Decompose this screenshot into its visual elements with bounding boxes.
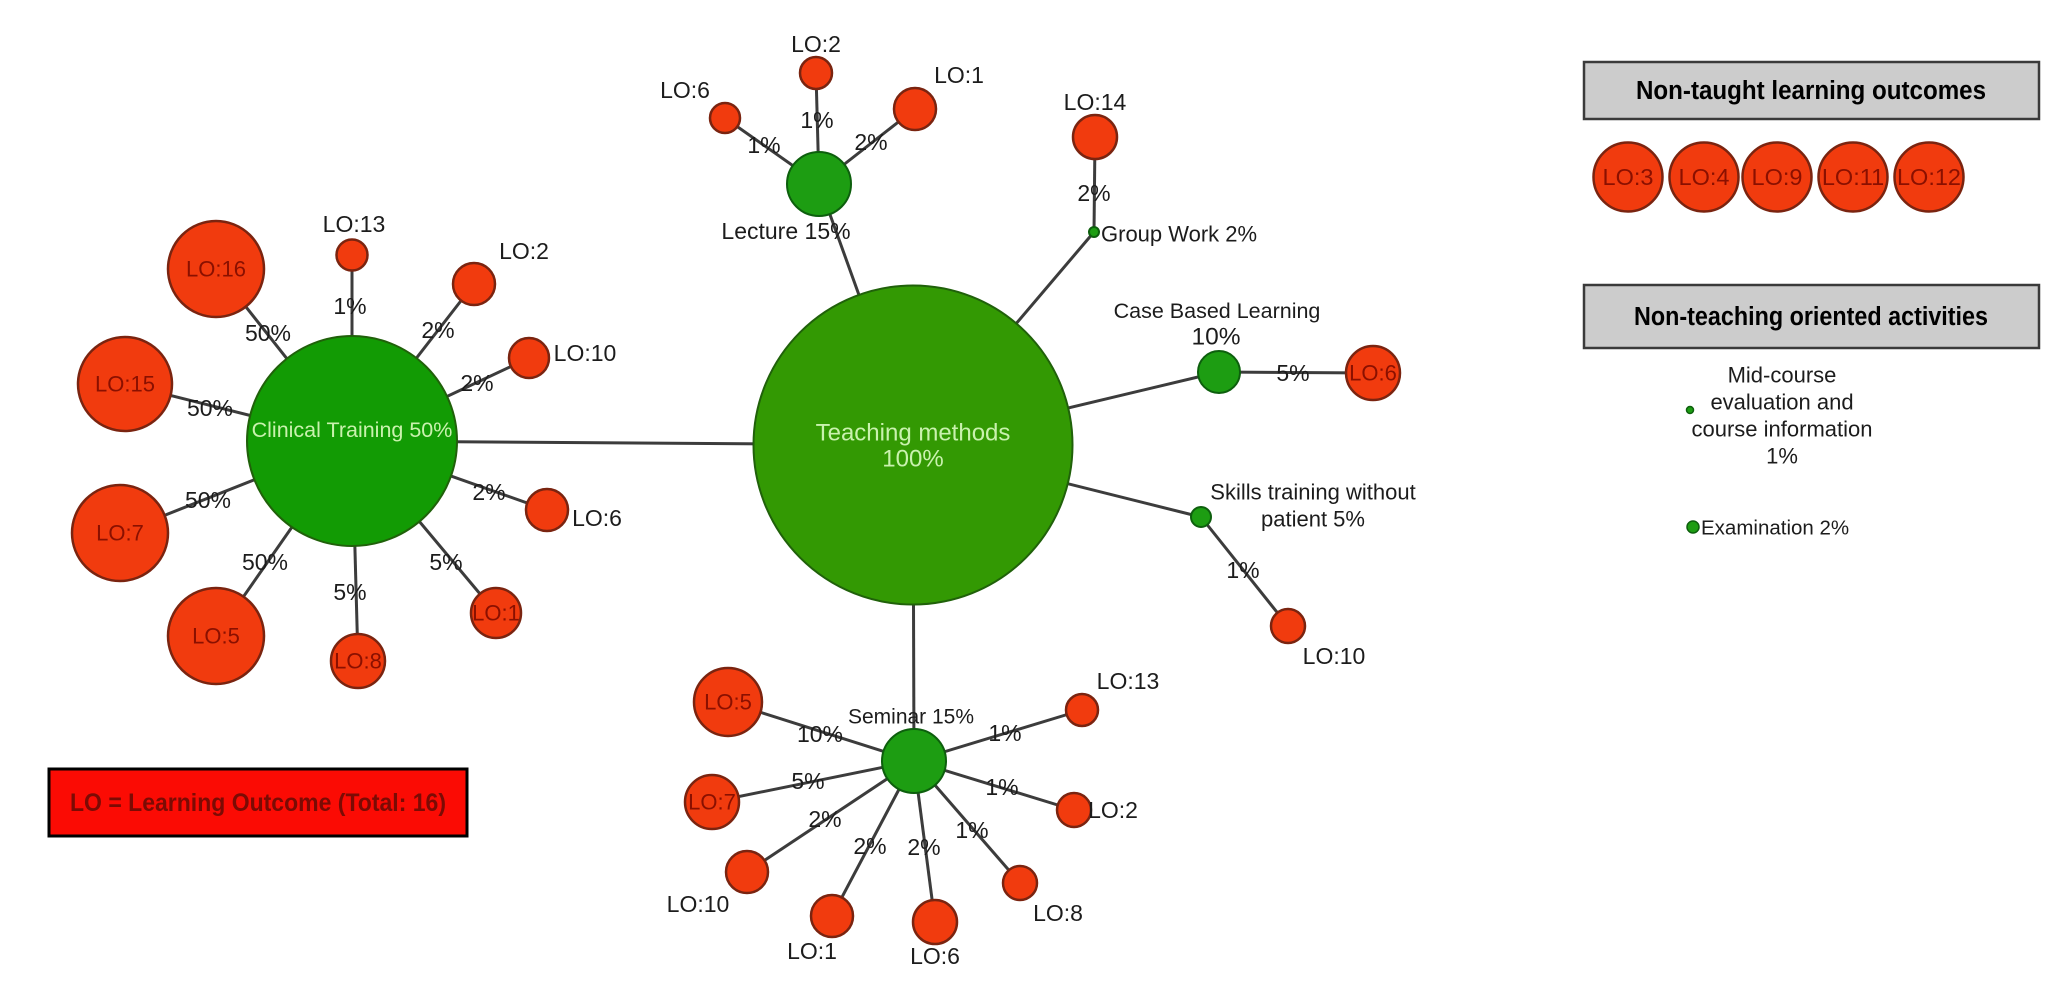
svg-text:5%: 5%: [333, 579, 366, 605]
svg-text:LO:14: LO:14: [1064, 89, 1127, 115]
svg-text:course information: course information: [1692, 417, 1873, 442]
svg-text:LO = Learning Outcome (Total:: LO = Learning Outcome (Total: 16): [70, 789, 446, 817]
svg-text:LO:10: LO:10: [554, 340, 617, 366]
svg-text:LO:2: LO:2: [499, 238, 549, 264]
svg-text:Seminar 15%: Seminar 15%: [848, 706, 974, 729]
svg-text:Examination 2%: Examination 2%: [1701, 517, 1849, 540]
svg-text:LO:11: LO:11: [1822, 164, 1884, 190]
svg-text:LO:15: LO:15: [95, 372, 155, 397]
svg-text:10%: 10%: [1191, 324, 1240, 351]
svg-text:2%: 2%: [854, 129, 887, 155]
svg-text:LO:3: LO:3: [1603, 164, 1654, 190]
svg-text:Skills training without: Skills training without: [1210, 480, 1415, 505]
svg-text:50%: 50%: [185, 487, 231, 513]
svg-text:2%: 2%: [460, 370, 493, 396]
svg-text:LO:13: LO:13: [323, 211, 386, 237]
svg-text:Mid-course: Mid-course: [1728, 363, 1837, 388]
svg-text:2%: 2%: [1077, 180, 1110, 206]
svg-text:2%: 2%: [472, 479, 505, 505]
svg-text:1%: 1%: [988, 720, 1021, 746]
svg-text:2%: 2%: [907, 834, 940, 860]
svg-text:1%: 1%: [955, 817, 988, 843]
svg-text:patient 5%: patient 5%: [1261, 507, 1365, 532]
svg-text:5%: 5%: [1276, 360, 1309, 386]
svg-text:LO:6: LO:6: [572, 505, 622, 531]
svg-text:Case Based Learning: Case Based Learning: [1114, 299, 1321, 323]
svg-text:Non-taught learning outcomes: Non-taught learning outcomes: [1636, 77, 1986, 105]
svg-text:LO:1: LO:1: [934, 62, 984, 88]
svg-text:LO:13: LO:13: [1097, 668, 1160, 694]
svg-text:LO:10: LO:10: [667, 891, 730, 917]
svg-text:Lecture 15%: Lecture 15%: [721, 218, 850, 244]
svg-text:Non-teaching oriented activiti: Non-teaching oriented activities: [1634, 303, 1988, 331]
svg-text:LO:10: LO:10: [1303, 643, 1366, 669]
svg-text:LO:8: LO:8: [1033, 900, 1083, 926]
svg-text:50%: 50%: [245, 320, 291, 346]
svg-text:1%: 1%: [333, 293, 366, 319]
svg-text:LO:7: LO:7: [96, 521, 144, 546]
svg-text:1%: 1%: [800, 107, 833, 133]
svg-text:5%: 5%: [791, 768, 824, 794]
svg-text:LO:5: LO:5: [704, 690, 752, 715]
svg-text:2%: 2%: [853, 833, 886, 859]
svg-text:LO:12: LO:12: [1897, 164, 1961, 190]
svg-text:10%: 10%: [797, 721, 843, 747]
svg-text:1%: 1%: [1766, 444, 1798, 469]
svg-text:evaluation and: evaluation and: [1710, 390, 1853, 415]
svg-text:Group Work 2%: Group Work 2%: [1101, 222, 1257, 247]
svg-text:50%: 50%: [187, 395, 233, 421]
svg-text:LO:16: LO:16: [186, 257, 246, 282]
svg-text:LO:6: LO:6: [1349, 361, 1397, 386]
svg-text:5%: 5%: [429, 549, 462, 575]
svg-text:1%: 1%: [1226, 557, 1259, 583]
svg-text:LO:6: LO:6: [910, 943, 960, 969]
svg-text:LO:1: LO:1: [472, 601, 520, 626]
svg-text:1%: 1%: [985, 774, 1018, 800]
svg-text:Clinical Training 50%: Clinical Training 50%: [252, 418, 453, 442]
svg-text:1%: 1%: [747, 132, 780, 158]
svg-text:LO:5: LO:5: [192, 624, 240, 649]
svg-text:LO:9: LO:9: [1752, 164, 1803, 190]
svg-text:2%: 2%: [421, 317, 454, 343]
svg-text:2%: 2%: [808, 806, 841, 832]
svg-text:LO:6: LO:6: [660, 77, 710, 103]
svg-text:LO:4: LO:4: [1679, 164, 1730, 190]
svg-text:LO:8: LO:8: [334, 649, 382, 674]
svg-text:100%: 100%: [882, 446, 943, 473]
svg-text:LO:2: LO:2: [1088, 797, 1138, 823]
svg-text:LO:2: LO:2: [791, 31, 841, 57]
svg-text:LO:7: LO:7: [688, 790, 736, 815]
svg-text:LO:1: LO:1: [787, 938, 837, 964]
svg-text:Teaching methods: Teaching methods: [816, 420, 1011, 447]
svg-text:50%: 50%: [242, 549, 288, 575]
